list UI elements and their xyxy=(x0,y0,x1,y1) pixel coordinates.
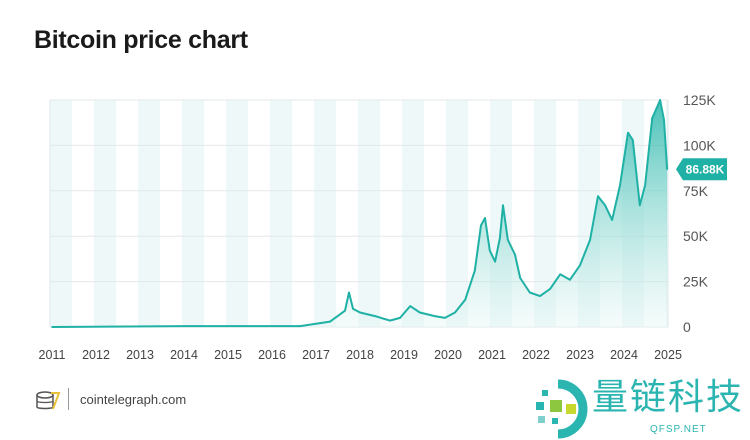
y-tick-label: 100K xyxy=(683,137,716,153)
data-point xyxy=(604,204,606,207)
data-point xyxy=(549,288,551,290)
data-point xyxy=(589,239,591,241)
data-point xyxy=(659,99,661,101)
y-tick-label: 125K xyxy=(683,92,716,108)
data-point xyxy=(651,117,653,119)
background-stripe xyxy=(314,100,336,327)
y-tick-label: 0 xyxy=(683,319,691,335)
data-point xyxy=(454,311,456,314)
background-stripe xyxy=(182,100,204,327)
data-point xyxy=(183,325,185,327)
data-point xyxy=(507,239,509,241)
watermark-logo-icon xyxy=(536,379,588,439)
data-point xyxy=(666,168,668,171)
background-stripe xyxy=(358,100,380,327)
data-point xyxy=(348,291,350,294)
background-stripe xyxy=(226,100,248,327)
background-stripe xyxy=(50,100,72,327)
data-point xyxy=(352,308,354,310)
y-tick-label: 50K xyxy=(683,228,709,244)
y-tick-label: 75K xyxy=(683,183,709,199)
footer-divider xyxy=(68,388,69,410)
x-tick-label: 2025 xyxy=(654,348,682,362)
data-point xyxy=(494,260,496,263)
x-tick-label: 2019 xyxy=(390,348,418,362)
data-point xyxy=(409,305,411,307)
price-area xyxy=(52,100,668,327)
x-tick-label: 2012 xyxy=(82,348,110,362)
x-tick-label: 2016 xyxy=(258,348,286,362)
background-stripe xyxy=(270,100,292,327)
data-point xyxy=(359,311,361,314)
data-point xyxy=(663,119,665,121)
x-tick-label: 2013 xyxy=(126,348,154,362)
last-price-badge xyxy=(676,158,727,181)
background-stripe xyxy=(402,100,424,327)
data-point xyxy=(579,264,581,267)
data-point xyxy=(499,237,501,239)
background-stripe xyxy=(446,100,468,327)
background-stripe xyxy=(138,100,160,327)
data-point xyxy=(344,309,346,312)
data-point xyxy=(632,139,634,141)
bitcoin-price-chart: 0 25K 50K 75K 100K 125K 2011 2012 2013 2014 2015 20… xyxy=(39,92,727,362)
data-point xyxy=(611,219,613,221)
data-point xyxy=(489,249,491,252)
data-point xyxy=(559,273,561,276)
data-point xyxy=(502,204,504,207)
data-point xyxy=(444,317,446,319)
last-price-label: 86.88K xyxy=(686,163,725,177)
data-point xyxy=(639,204,641,207)
data-point xyxy=(299,325,301,327)
x-tick-label: 2017 xyxy=(302,348,330,362)
data-point xyxy=(374,315,376,317)
cointelegraph-logo-icon xyxy=(36,391,61,410)
data-point xyxy=(419,311,421,314)
x-tick-label: 2022 xyxy=(522,348,550,362)
data-point xyxy=(514,253,516,256)
x-tick-label: 2015 xyxy=(214,348,242,362)
data-point xyxy=(597,195,599,198)
data-point xyxy=(569,278,571,281)
data-point xyxy=(434,315,436,317)
watermark-text: 量链科技 xyxy=(592,378,745,418)
data-point xyxy=(329,320,331,323)
data-point xyxy=(484,217,486,219)
y-tick-label: 25K xyxy=(683,274,709,290)
data-point xyxy=(51,326,53,328)
x-tick-label: 2011 xyxy=(39,348,66,362)
chart-title: Bitcoin price chart xyxy=(34,26,248,54)
x-tick-label: 2018 xyxy=(346,348,374,362)
data-point xyxy=(474,269,476,272)
source-link[interactable]: cointelegraph.com xyxy=(80,392,187,407)
data-point xyxy=(399,317,401,319)
data-point xyxy=(529,291,531,294)
data-point xyxy=(539,295,541,297)
data-point xyxy=(619,184,621,187)
data-point xyxy=(644,184,646,187)
x-tick-label: 2014 xyxy=(170,348,198,362)
data-point xyxy=(464,298,466,301)
data-point xyxy=(627,131,629,134)
x-tick-label: 2020 xyxy=(434,348,462,362)
data-point xyxy=(389,319,391,322)
watermark-domain: QFSP.NET xyxy=(650,424,707,435)
background-stripe xyxy=(94,100,116,327)
data-point xyxy=(656,106,658,109)
background-stripe xyxy=(534,100,556,327)
x-tick-label: 2021 xyxy=(478,348,506,362)
x-tick-label: 2023 xyxy=(566,348,594,362)
data-point xyxy=(480,224,482,227)
data-point xyxy=(519,277,521,279)
x-tick-label: 2024 xyxy=(610,348,638,362)
